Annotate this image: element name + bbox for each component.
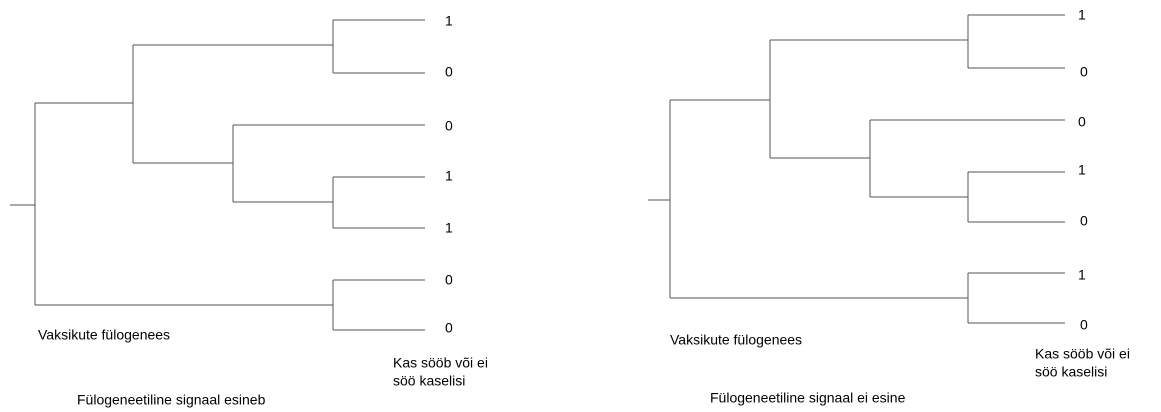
leaf-label: 0	[1080, 64, 1088, 80]
caption: Fülogeneetiline signaal esineb	[77, 392, 266, 408]
leaf-label: 0	[445, 118, 453, 134]
tree-left: 1 0 0 1 1 0 0 Vaksikute fülogenees Kas s…	[10, 13, 488, 408]
leaf-label: 0	[445, 64, 453, 80]
leaf-label: 1	[1078, 267, 1086, 283]
tree-label: Vaksikute fülogenees	[670, 332, 802, 348]
leaf-label: 0	[1080, 317, 1088, 333]
tree-right: 1 0 0 1 0 1 0 Vaksikute fülogenees Kas s…	[648, 7, 1130, 406]
leaf-label: 1	[1078, 162, 1086, 178]
leaf-label: 0	[1080, 213, 1088, 229]
trait-label: söö kaselisi	[1035, 364, 1107, 380]
trait-label: söö kaselisi	[393, 373, 465, 389]
trait-label: Kas sööb või ei	[1035, 346, 1130, 362]
trait-label: Kas sööb või ei	[393, 355, 488, 371]
leaf-label: 1	[445, 220, 453, 236]
tree-label: Vaksikute fülogenees	[38, 327, 170, 343]
leaf-label: 1	[445, 168, 453, 184]
tree-branches	[10, 19, 425, 331]
leaf-label: 1	[1078, 7, 1086, 23]
leaf-label: 0	[445, 272, 453, 288]
leaf-label: 1	[445, 13, 453, 29]
tree-branches	[648, 14, 1065, 324]
caption: Fülogeneetiline signaal ei esine	[710, 390, 906, 406]
leaf-label: 0	[445, 320, 453, 336]
leaf-label: 0	[1078, 114, 1086, 130]
